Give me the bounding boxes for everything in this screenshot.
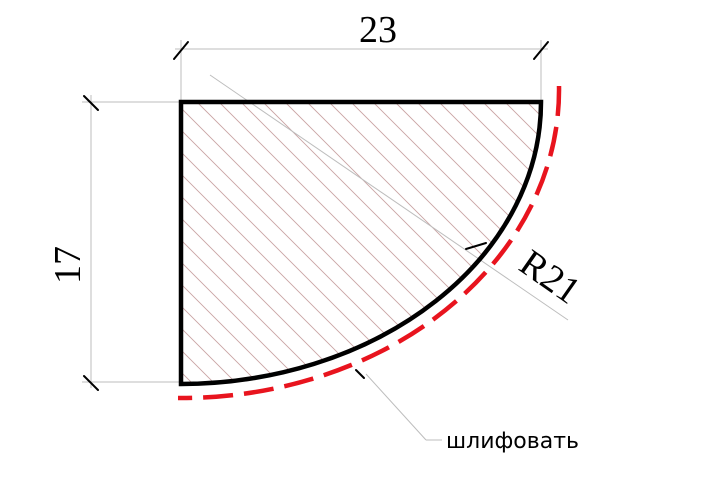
radius-leader-line xyxy=(209,74,569,321)
tick-radius xyxy=(465,242,487,250)
section-hatching xyxy=(181,102,541,384)
tick-width-left xyxy=(173,41,189,60)
dimension-width-label: 23 xyxy=(359,9,397,51)
radius-label: R21 xyxy=(512,242,588,313)
tick-note xyxy=(355,369,365,379)
dimension-ticks xyxy=(83,41,549,391)
tick-width-right xyxy=(533,41,549,60)
tick-height-top xyxy=(83,95,99,111)
part-profile-outline xyxy=(178,99,544,387)
grinding-dashed-line xyxy=(177,85,562,401)
grinding-note-label: шлифовать xyxy=(446,429,579,454)
dimension-lines xyxy=(82,40,569,441)
dimension-height-label: 17 xyxy=(47,246,89,284)
note-leader-diagonal xyxy=(365,373,427,441)
tick-height-bottom xyxy=(83,375,99,391)
